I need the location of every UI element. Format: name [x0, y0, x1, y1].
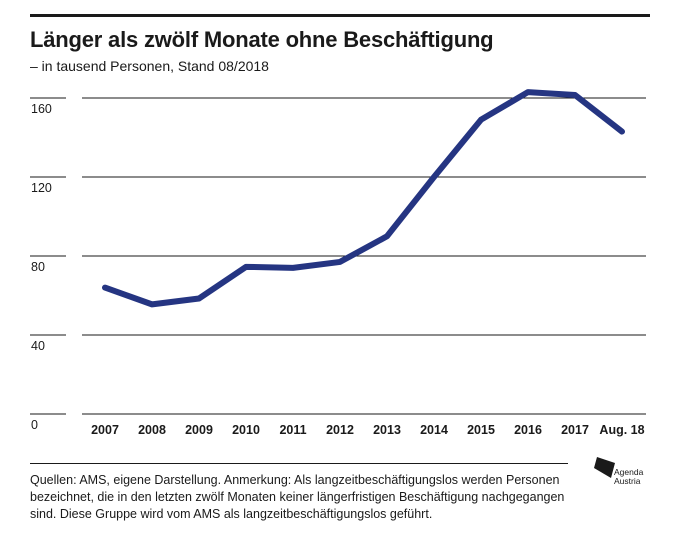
footer-rule — [30, 463, 568, 464]
y-tick-label: 160 — [31, 102, 52, 116]
x-tick-label: 2010 — [232, 423, 260, 437]
x-axis-ticks: 2007 2008 2009 2010 2011 2012 2013 2014 2015 2016… — [91, 423, 645, 437]
y-tick-label: 80 — [31, 260, 45, 274]
x-tick-label: 2016 — [514, 423, 542, 437]
x-tick-label: 2009 — [185, 423, 213, 437]
logo-text: Agenda Austria — [614, 468, 643, 486]
series-group — [102, 89, 625, 308]
x-tick-label: Aug. 18 — [599, 423, 644, 437]
y-tick-label: 120 — [31, 181, 52, 195]
series-line — [102, 89, 625, 308]
y-tick-label: 40 — [31, 339, 45, 353]
x-tick-label: 2008 — [138, 423, 166, 437]
x-tick-label: 2014 — [420, 423, 448, 437]
agenda-austria-logo: Agenda Austria — [594, 452, 654, 492]
logo-mark-icon — [594, 457, 615, 478]
x-tick-label: 2013 — [373, 423, 401, 437]
chart-title: Länger als zwölf Monate ohne Beschäftigu… — [30, 27, 494, 52]
x-tick-label: 2015 — [467, 423, 495, 437]
top-rule — [30, 14, 650, 17]
logo-line-2: Austria — [614, 476, 641, 486]
chart-subtitle: – in tausend Personen, Stand 08/2018 — [30, 58, 269, 74]
y-axis-ticks: 0 40 80 120 160 — [30, 97, 66, 432]
x-tick-label: 2011 — [279, 423, 306, 437]
x-tick-label: 2012 — [326, 423, 354, 437]
footnote: Quellen: AMS, eigene Darstellung. Anmerk… — [30, 473, 565, 521]
logo-line-1: Agenda — [614, 467, 644, 477]
x-tick-label: 2007 — [91, 423, 119, 437]
grid-lines — [82, 97, 646, 415]
y-tick-label: 0 — [31, 418, 38, 432]
x-tick-label: 2017 — [561, 423, 589, 437]
